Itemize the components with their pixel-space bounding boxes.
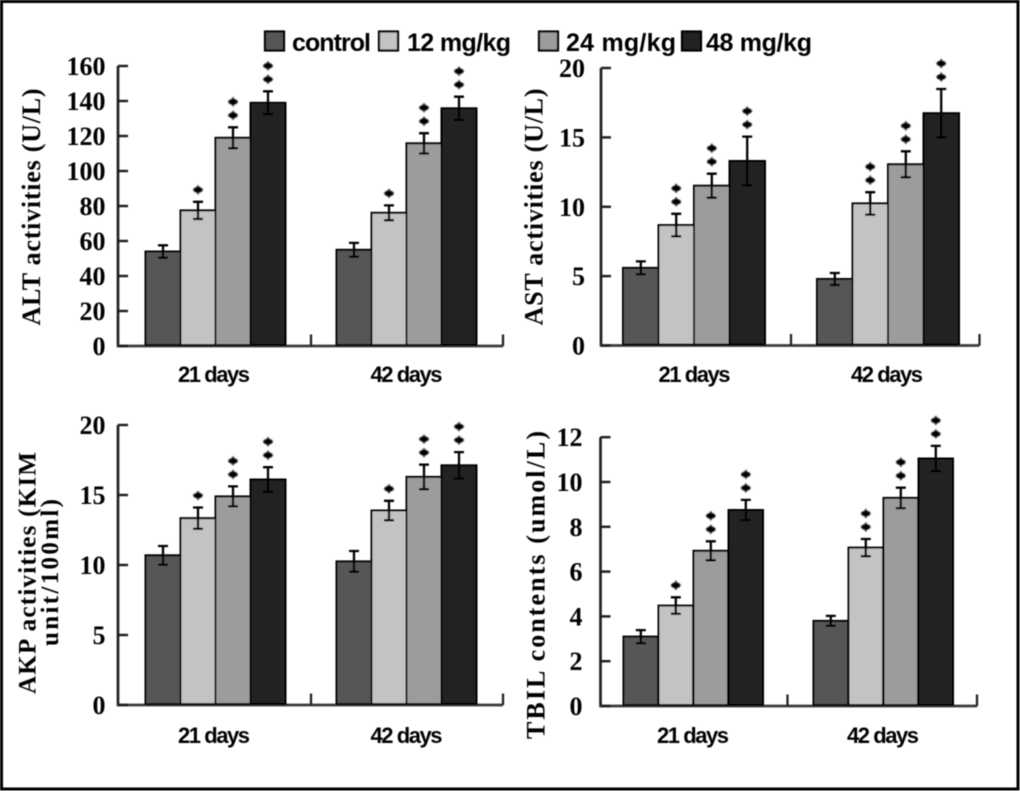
svg-text:48 mg/kg: 48 mg/kg xyxy=(706,29,812,57)
svg-text:0: 0 xyxy=(93,691,106,720)
svg-text:140: 140 xyxy=(67,87,106,116)
svg-text:control: control xyxy=(292,29,371,57)
svg-text:12 mg/kg: 12 mg/kg xyxy=(407,29,511,57)
svg-text:10: 10 xyxy=(80,551,106,580)
svg-text:24 mg/kg: 24 mg/kg xyxy=(566,29,676,57)
svg-text:15: 15 xyxy=(559,123,585,152)
svg-text:ALT activities (U/L): ALT activities (U/L) xyxy=(17,89,46,326)
svg-text:21 days: 21 days xyxy=(659,362,731,387)
svg-text:5: 5 xyxy=(93,621,106,650)
svg-text:0: 0 xyxy=(93,332,106,361)
svg-text:15: 15 xyxy=(80,481,106,510)
svg-text:2: 2 xyxy=(570,647,583,676)
svg-text:TBIL contents (umol/L): TBIL contents (umol/L) xyxy=(522,431,551,739)
svg-text:20: 20 xyxy=(559,54,585,83)
svg-text:12: 12 xyxy=(557,423,583,452)
svg-text:42 days: 42 days xyxy=(851,362,923,387)
svg-text:unit/100ml): unit/100ml) xyxy=(37,499,64,646)
svg-text:6: 6 xyxy=(570,558,583,587)
svg-text:AKP activities (KIM: AKP activities (KIM xyxy=(15,452,42,694)
svg-text:42 days: 42 days xyxy=(371,362,443,387)
svg-text:5: 5 xyxy=(572,262,585,291)
svg-text:60: 60 xyxy=(80,227,106,256)
svg-text:21 days: 21 days xyxy=(178,723,250,748)
svg-text:8: 8 xyxy=(570,513,583,542)
svg-text:21 days: 21 days xyxy=(178,362,250,387)
svg-text:10: 10 xyxy=(559,193,585,222)
svg-text:40: 40 xyxy=(80,262,106,291)
svg-text:80: 80 xyxy=(80,192,106,221)
svg-text:120: 120 xyxy=(67,122,106,151)
svg-text:20: 20 xyxy=(80,411,106,440)
svg-text:160: 160 xyxy=(67,52,106,81)
svg-text:4: 4 xyxy=(570,602,583,631)
svg-text:42 days: 42 days xyxy=(371,723,443,748)
svg-text:21 days: 21 days xyxy=(657,723,729,748)
svg-text:10: 10 xyxy=(557,468,583,497)
svg-text:0: 0 xyxy=(570,692,583,721)
svg-text:20: 20 xyxy=(80,297,106,326)
svg-text:100: 100 xyxy=(67,157,106,186)
svg-text:AST activities (U/L): AST activities (U/L) xyxy=(520,89,549,326)
svg-text:0: 0 xyxy=(572,332,585,361)
svg-text:42 days: 42 days xyxy=(847,723,919,748)
